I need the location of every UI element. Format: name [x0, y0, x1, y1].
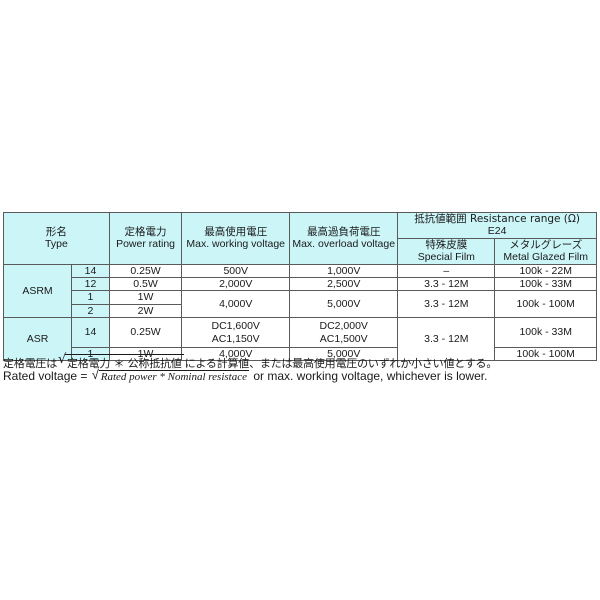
group-name-asrm: ASRM [2, 263, 73, 318]
header-power-rating: 定格電力 Power rating [108, 212, 183, 265]
table-header-row-top: 形名 Type 定格電力 Power rating 最高使用電圧 Max. wo… [3, 212, 597, 265]
cell-power-rating: 0.5W [108, 276, 183, 292]
table-row: ASR 14 0.25W DC1,600V AC1,150V DC2,000V … [2, 316, 597, 362]
header-max-working-voltage: 最高使用電圧 Max. working voltage [181, 212, 291, 265]
cell-size: 14 [71, 317, 110, 348]
cell-max-working-voltage-dc: DC1,600V [211, 320, 260, 333]
cell-size: 12 [71, 276, 110, 292]
footnote-jp-prefix: 定格電圧は [3, 357, 57, 370]
footnote-en-prefix: Rated voltage = [3, 369, 91, 383]
table-row: 2 2W [4, 303, 597, 319]
header-special-film-en: Special Film [417, 251, 475, 264]
table-header-row-sub: 特殊皮膜 Special Film メタルグレーズ Metal Glazed F… [4, 237, 597, 265]
cell-metal-glazed-film: 100k - 100M [494, 290, 597, 318]
header-max-working-voltage-en: Max. working voltage [186, 238, 286, 251]
cell-max-overload-voltage: 2,500V [289, 276, 399, 292]
header-resistance-range: 抵抗値範囲 Resistance range (Ω) E24 [397, 212, 597, 239]
header-special-film: 特殊皮膜 Special Film [397, 237, 496, 265]
header-max-overload-voltage: 最高過負荷電圧 Max. overload voltage [289, 212, 399, 265]
header-max-overload-voltage-en: Max. overload voltage [292, 238, 396, 251]
cell-max-working-voltage-ac: AC1,150V [211, 332, 260, 345]
cell-max-working-voltage: DC1,600V AC1,150V [181, 317, 291, 348]
header-type: 形名 Type [3, 212, 110, 265]
header-special-film-jp: 特殊皮膜 [425, 238, 468, 251]
specification-table: 形名 Type 定格電力 Power rating 最高使用電圧 Max. wo… [2, 212, 597, 362]
footnote-japanese: 定格電圧は √ 定格電力 ＊ 公称抵抗値 による計算値、または最高使用電圧のいずれか小… [3, 352, 498, 371]
cell-metal-glazed-film: 100k - 33M [494, 317, 597, 348]
header-metal-glazed-film-jp: メタルグレーズ [509, 238, 583, 251]
cell-max-overload-voltage-dc: DC2,000V [319, 320, 368, 333]
cell-max-overload-voltage: 5,000V [289, 290, 399, 318]
cell-special-film: 3.3 - 12M [397, 276, 496, 292]
radical-icon: √ [58, 352, 67, 367]
cell-special-film: 3.3 - 12M [397, 316, 496, 362]
cell-size: 1 [71, 290, 110, 305]
cell-max-overload-voltage: 1,000V [289, 263, 399, 278]
table-row: 1 1W 4,000V 5,000V 3.3 - 12M 100k - 100M [4, 290, 597, 318]
cell-power-rating: 2W [108, 303, 183, 319]
cell-size: 14 [71, 263, 110, 278]
header-type-en: Type [45, 238, 68, 251]
header-max-working-voltage-jp: 最高使用電圧 [204, 225, 268, 238]
cell-special-film: – [397, 263, 496, 278]
table-row: 1 1W 4,000V 5,000V 100k - 100M [4, 346, 597, 362]
cell-size: 2 [71, 303, 110, 319]
header-metal-glazed-film-en: Metal Glazed Film [503, 251, 589, 264]
header-max-overload-voltage-jp: 最高過負荷電圧 [306, 225, 381, 238]
radical-icon: √ [91, 367, 99, 382]
header-power-rating-en: Power rating [116, 238, 176, 251]
cell-power-rating: 1W [108, 290, 183, 305]
sqrt-group-jp: √ 定格電力 ＊ 公称抵抗値 [58, 352, 184, 371]
table-row: ASRM 14 0.25W 500V 1,000V – 100k - 22M [2, 263, 597, 318]
cell-power-rating: 1W [108, 346, 183, 362]
cell-max-working-voltage: 500V [181, 263, 291, 278]
sqrt-group-en: √ Rated power * Nominal resistace [91, 367, 249, 383]
cell-power-rating: 0.25W [108, 317, 183, 348]
cell-max-working-voltage: 4,000V [181, 290, 291, 318]
header-type-jp: 形名 [45, 225, 67, 238]
cell-max-overload-voltage: 5,000V [289, 346, 399, 362]
group-name-asr: ASR [2, 316, 73, 362]
cell-power-rating: 0.25W [108, 263, 183, 278]
footnote-english: Rated voltage = √ Rated power * Nominal r… [3, 367, 488, 383]
cell-special-film: 3.3 - 12M [397, 290, 496, 318]
cell-max-working-voltage: 4,000V [181, 346, 291, 362]
header-power-rating-jp: 定格電力 [124, 225, 167, 238]
cell-max-overload-voltage-ac: AC1,500V [319, 332, 368, 345]
footnote-jp-suffix: による計算値、または最高使用電圧のいずれか小さい値とする。 [184, 357, 498, 370]
table-row: 12 0.5W 2,000V 2,500V 3.3 - 12M 100k - 3… [4, 276, 597, 292]
header-resistance-range-series: E24 [487, 225, 507, 238]
footnote-en-radicand: Rated power * Nominal resistace [98, 370, 249, 383]
footnote-en-suffix: or max. working voltage, whichever is lo… [249, 369, 488, 383]
header-metal-glazed-film: メタルグレーズ Metal Glazed Film [494, 237, 597, 265]
footnote-jp-radicand: 定格電力 ＊ 公称抵抗値 [65, 354, 184, 371]
cell-metal-glazed-film: 100k - 22M [494, 263, 597, 278]
cell-max-working-voltage: 2,000V [181, 276, 291, 292]
cell-metal-glazed-film: 100k - 100M [494, 346, 597, 362]
cell-metal-glazed-film: 100k - 33M [494, 276, 597, 292]
cell-max-overload-voltage: DC2,000V AC1,500V [289, 317, 399, 348]
header-resistance-range-title: 抵抗値範囲 Resistance range (Ω) [414, 213, 581, 225]
